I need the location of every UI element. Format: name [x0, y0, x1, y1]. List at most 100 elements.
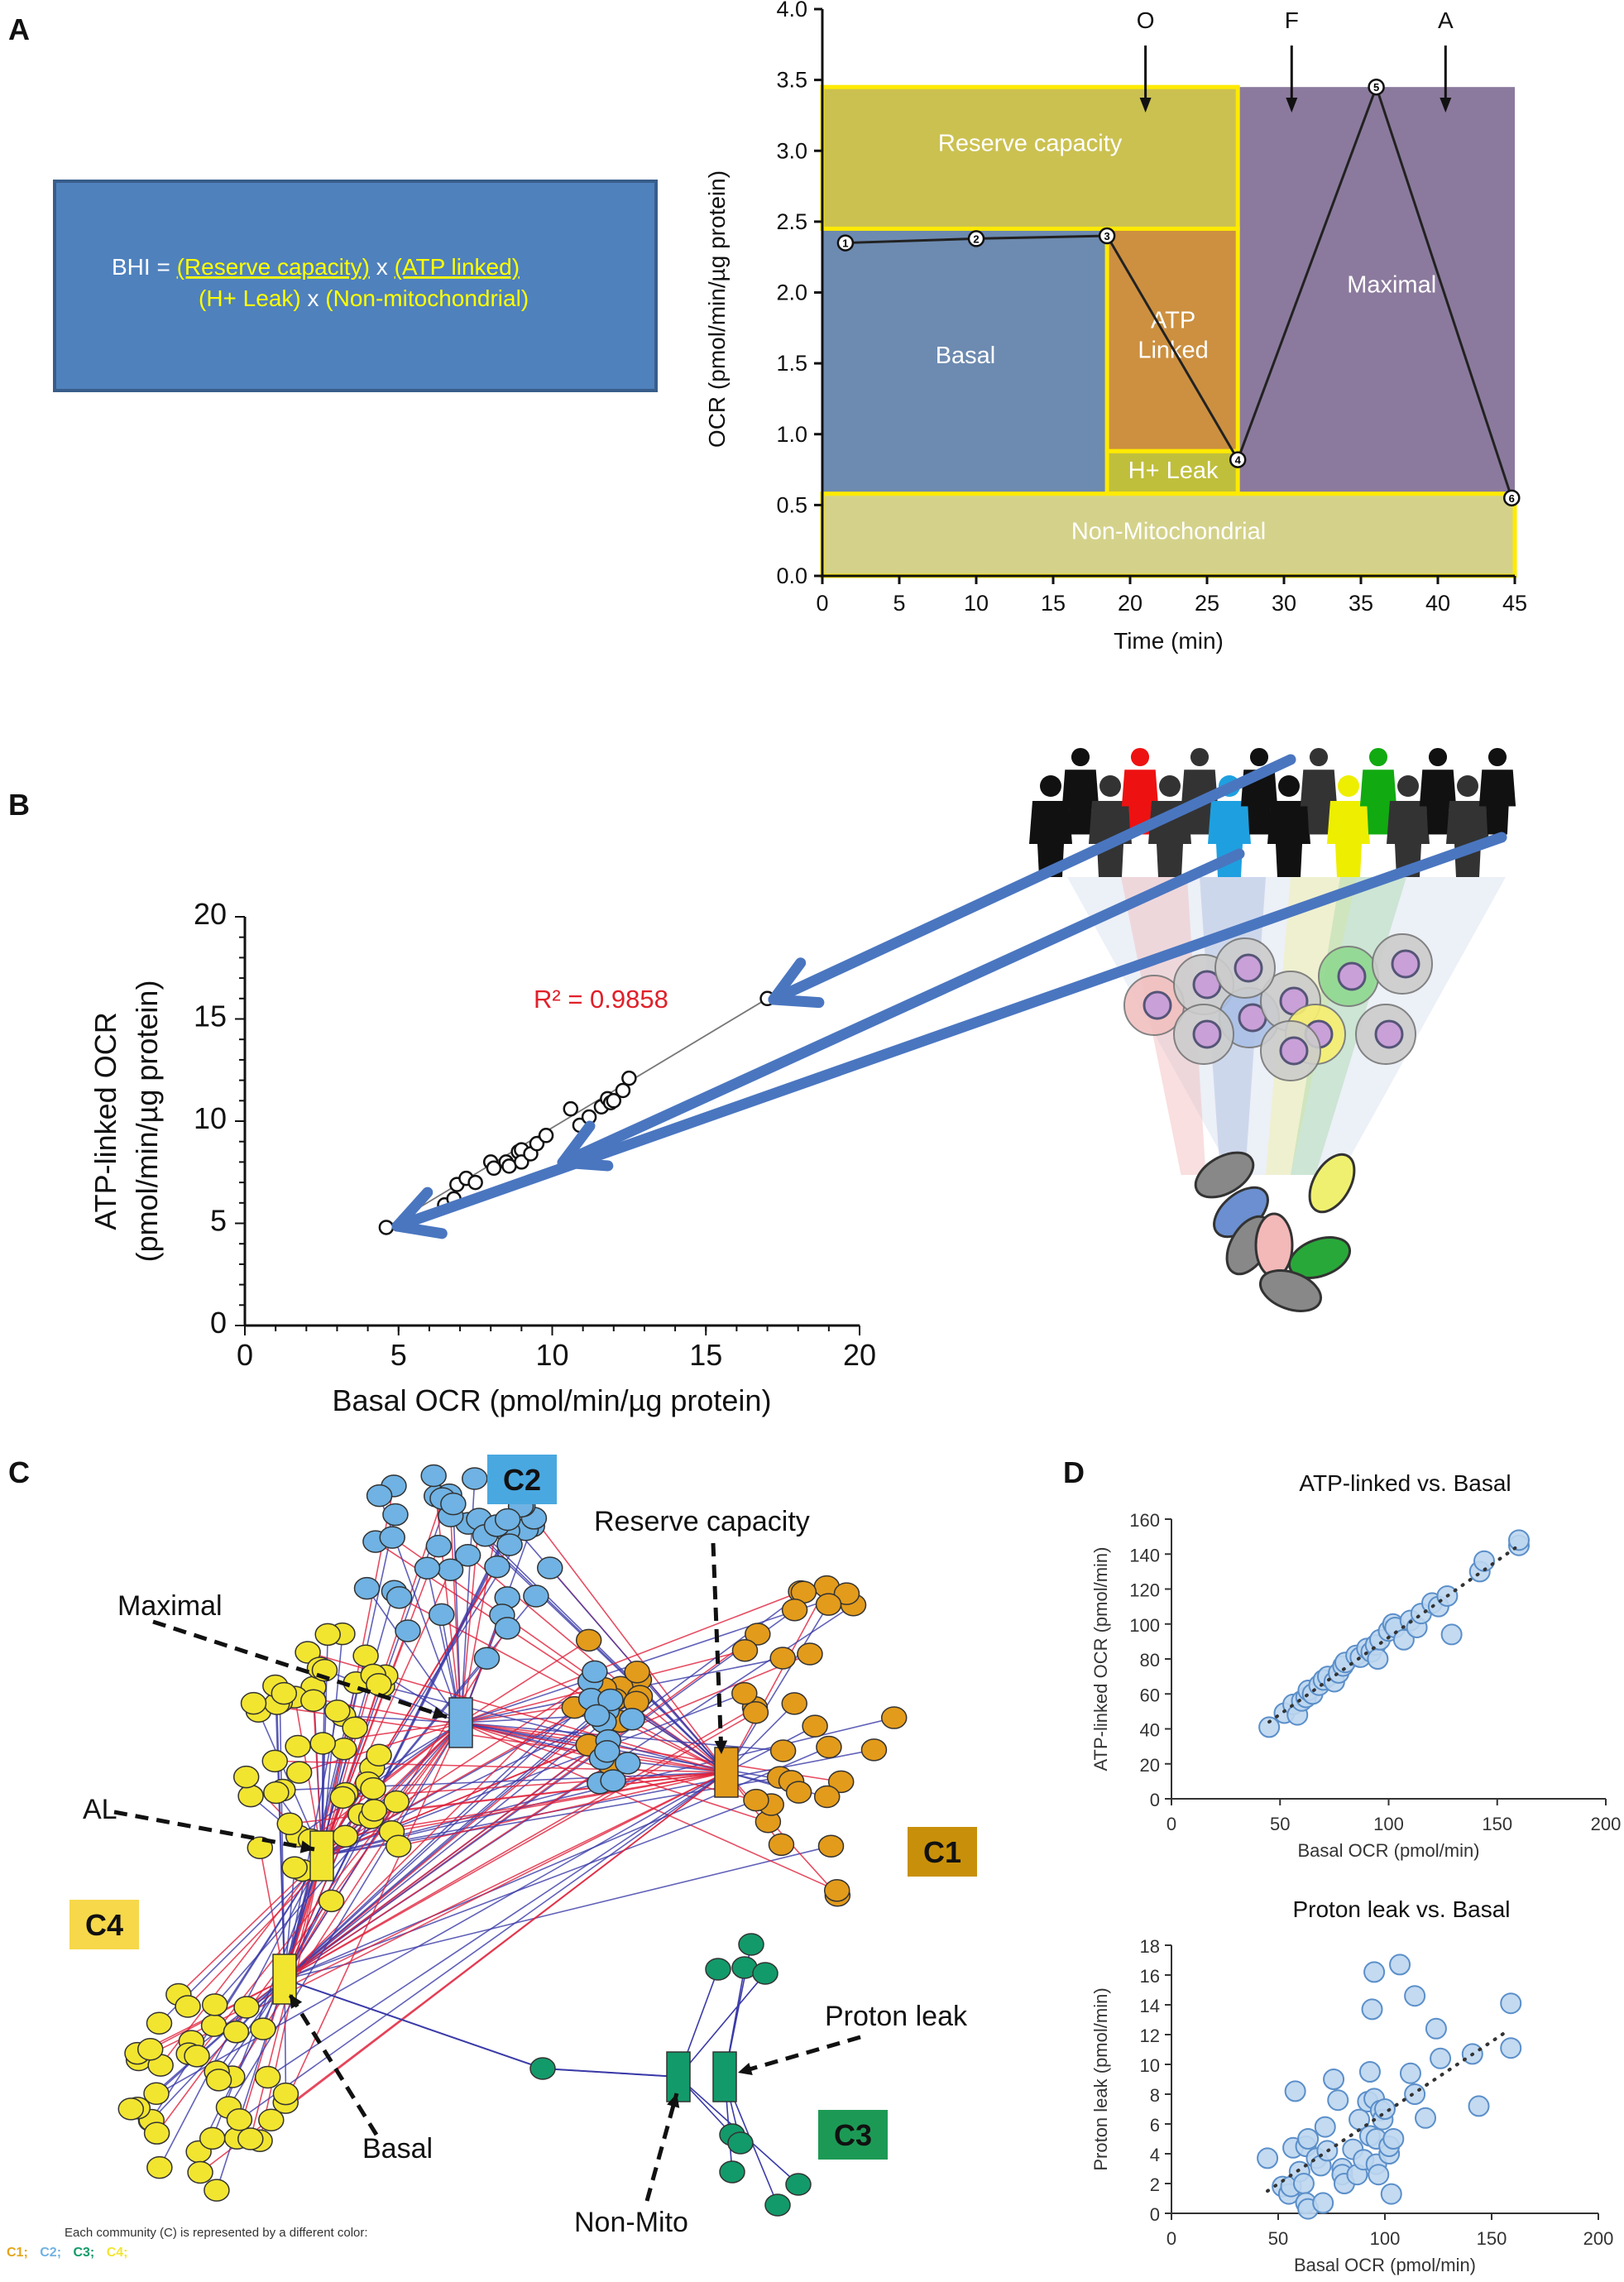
network-edge: [284, 1801, 397, 1980]
network-node: [594, 1740, 620, 1763]
person-icon: [1029, 775, 1072, 877]
cell-nucleus: [1234, 953, 1263, 983]
network-edge: [156, 1722, 462, 2134]
community-box-c3: [818, 2110, 888, 2160]
mitochondrion-icon: [1288, 1236, 1351, 1279]
network-node: [827, 1770, 855, 1794]
legend-c1: C1;: [7, 2246, 28, 2260]
network-node: [880, 1706, 908, 1729]
network-node: [395, 1619, 421, 1642]
y-tick-label: 80: [1140, 1650, 1160, 1671]
network-node: [285, 1734, 311, 1758]
data-point: [1323, 2069, 1345, 2090]
network-node: [815, 1593, 842, 1616]
network-edge: [238, 1771, 727, 2121]
person-head: [1159, 775, 1181, 797]
data-point: [1292, 2173, 1315, 2194]
dashed-pointer: [644, 2093, 679, 2202]
y-axis-label-units: (pmol/min/µg protein): [130, 980, 164, 1263]
network-node: [752, 1962, 778, 1985]
network-node: [738, 1933, 764, 1956]
person-icon: [1240, 747, 1278, 835]
y-tick-label: 5: [210, 1204, 227, 1238]
measurement-point-label: 4: [1235, 454, 1242, 467]
network-edge: [398, 1771, 727, 1848]
network-node: [360, 1776, 386, 1800]
y-tick-label: 0: [1150, 1790, 1160, 1810]
person-icon: [1359, 747, 1397, 835]
network-node: [802, 1714, 828, 1738]
y-tick-label: 120: [1129, 1580, 1160, 1601]
region-label-line: Reserve capacity: [938, 130, 1123, 156]
person-head: [1040, 775, 1061, 797]
network-node: [582, 1660, 608, 1684]
mitochondrion-icon: [1259, 1269, 1322, 1312]
network-node: [117, 2097, 145, 2121]
x-tick-label: 0: [237, 1338, 253, 1372]
data-point: [1361, 1998, 1383, 2021]
person-icon: [1300, 747, 1338, 835]
network-node: [184, 2045, 210, 2068]
network-edge: [453, 1503, 462, 1723]
network-edge: [345, 1771, 727, 1838]
blue-arrow-shaft: [391, 832, 1507, 1232]
network-node: [797, 1642, 823, 1666]
y-tick-label: 3.0: [776, 138, 807, 163]
network-node: [440, 1492, 467, 1516]
network-node: [769, 1739, 797, 1762]
network-node: [366, 1484, 393, 1508]
cell-icon: [1318, 946, 1379, 1007]
data-point: [1404, 1985, 1426, 2007]
network-node: [731, 1639, 759, 1662]
x-tick-label: 15: [689, 1338, 722, 1372]
person-head: [1099, 775, 1121, 797]
bhi-formula-line2: (H+ Leak) x (Non-mitochondrial): [199, 285, 529, 311]
network-node: [496, 1533, 523, 1556]
person-head: [1397, 775, 1419, 797]
network-node: [261, 1749, 289, 1773]
y-tick-label: 100: [1129, 1615, 1160, 1636]
network-node: [187, 2160, 213, 2184]
region-label-line: Non-Mitochondrial: [1071, 518, 1266, 544]
cell-icon: [1355, 1004, 1416, 1065]
network-edge: [678, 1973, 766, 2078]
region-maximal: [1238, 87, 1515, 494]
x-tick-label: 5: [390, 1338, 407, 1372]
network-hub-node: [272, 1954, 297, 2005]
network-node: [575, 1628, 602, 1652]
label-al: AL: [83, 1794, 117, 1825]
person-body: [1061, 769, 1099, 835]
network-node: [300, 1689, 327, 1713]
network-node: [272, 2082, 299, 2106]
network-node: [226, 2108, 253, 2131]
community-box-c1: [908, 1827, 977, 1877]
cell-nucleus: [1374, 1019, 1404, 1049]
blue-arrow-shaft: [768, 754, 1296, 1005]
chart-title: ATP-linked vs. Basal: [1299, 1470, 1511, 1496]
atp-linked-vs-basal-chart: 0 50 100 150 200 0 20 40 60 80 100 120 140 160 ATP-lin…: [1090, 1470, 1621, 1861]
network-node: [494, 1508, 521, 1532]
panel-label-d: D: [1063, 1455, 1085, 1489]
ocr-time-chart: Basal Maximal Reserve capacity ATP Linked H+ …: [704, 0, 1527, 654]
network-node: [271, 1681, 298, 1705]
measurement-point-label: 5: [1373, 81, 1379, 93]
network-node: [719, 2160, 745, 2184]
person-body: [1240, 769, 1278, 835]
person-icon: [1121, 747, 1159, 835]
data-point: [501, 1158, 517, 1174]
network-node: [816, 1735, 842, 1759]
network-node: [473, 1647, 501, 1671]
network-edge: [214, 1722, 462, 2006]
dashed-pointer: [152, 1619, 448, 1719]
x-tick-label: 200: [1583, 2228, 1614, 2249]
person-head: [1130, 747, 1150, 767]
network-node: [137, 2038, 164, 2061]
y-tick-label: 60: [1140, 1685, 1160, 1705]
atp-vs-basal-scatter-b: 0 5 10 15 20 0 5 10 15 20 Basal OCR (pmol/min/µg p…: [89, 897, 876, 1417]
cell-nucleus: [1391, 949, 1420, 979]
ocr-trace: [845, 83, 1513, 499]
dashed-pointer: [711, 1542, 724, 1755]
y-axis-label: ATP-linked OCR: [89, 1012, 122, 1230]
y-tick-label: 160: [1129, 1510, 1160, 1531]
region-atp-linked: [1104, 226, 1240, 453]
